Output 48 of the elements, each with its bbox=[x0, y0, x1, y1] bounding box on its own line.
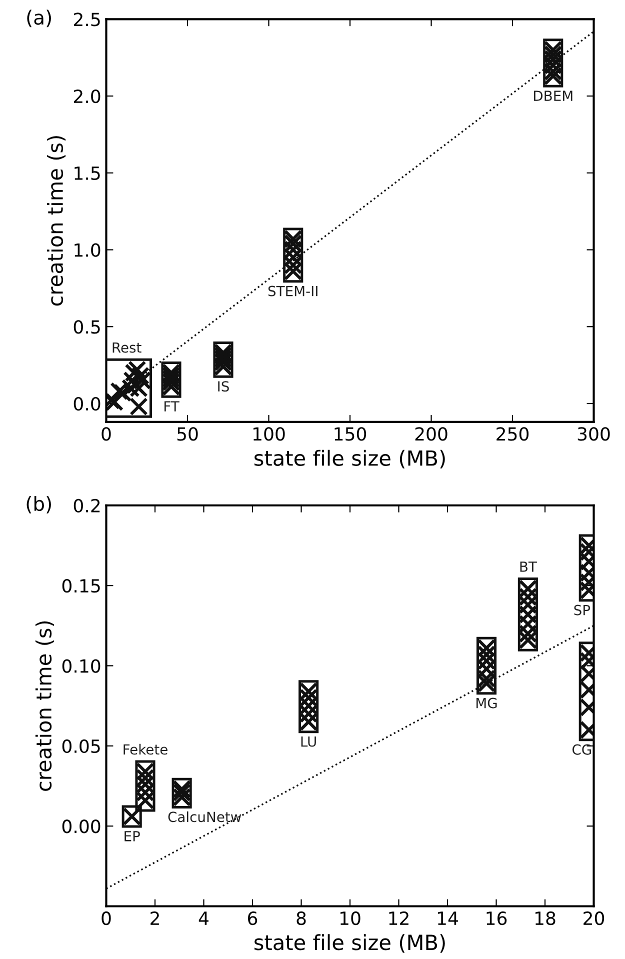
series-label: EP bbox=[124, 831, 140, 842]
series-label: Fekete bbox=[124, 744, 168, 755]
x-tick-label: 0 bbox=[102, 427, 111, 441]
x-tick-label: 0 bbox=[102, 911, 111, 926]
y-tick-label: 2.0 bbox=[74, 90, 100, 104]
y-tick-label: 2.5 bbox=[74, 12, 100, 26]
series-label: SP bbox=[574, 604, 590, 616]
series-label: BT bbox=[520, 562, 537, 572]
y-tick-label: 0.05 bbox=[62, 739, 100, 754]
x-tick-label: 12 bbox=[389, 911, 408, 925]
x-tick-label: 20 bbox=[584, 911, 604, 926]
y-tick-label: 0.5 bbox=[74, 320, 100, 334]
series-label: CG bbox=[572, 744, 592, 755]
chart-title: (a) bbox=[27, 10, 51, 28]
y-tick-label: 0.10 bbox=[62, 659, 100, 673]
y-axis-title: creation time (s) bbox=[35, 621, 54, 791]
series-label: IS bbox=[218, 381, 229, 392]
series-label: FT bbox=[164, 401, 180, 412]
x-tick-label: 8 bbox=[296, 911, 306, 926]
y-tick-label: 1.0 bbox=[74, 243, 100, 257]
series-label: STEM-II bbox=[268, 286, 318, 296]
chart-title: (b) bbox=[26, 496, 51, 514]
series-label: MG bbox=[476, 698, 497, 708]
x-tick-label: 300 bbox=[578, 427, 610, 441]
x-tick-label: 2 bbox=[150, 911, 159, 925]
y-tick-label: 0.15 bbox=[62, 579, 100, 593]
x-tick-label: 10 bbox=[340, 911, 360, 926]
x-tick-label: 50 bbox=[177, 427, 198, 441]
x-tick-label: 14 bbox=[438, 912, 458, 925]
x-axis-title: state file size (MB) bbox=[254, 450, 445, 468]
legend-label: CalcuNetw bbox=[168, 811, 242, 822]
series-label: Rest bbox=[112, 342, 142, 353]
x-tick-label: 250 bbox=[496, 427, 529, 441]
y-tick-label: 1.5 bbox=[74, 166, 100, 180]
series-label: LU bbox=[301, 736, 316, 747]
y-tick-label: 0.00 bbox=[62, 820, 100, 834]
y-axis-title: creation time (s) bbox=[46, 136, 66, 306]
x-tick-label: 200 bbox=[415, 427, 448, 441]
x-tick-label: 100 bbox=[254, 427, 285, 441]
x-tick-label: 6 bbox=[248, 911, 258, 926]
y-tick-label: 0.0 bbox=[74, 396, 100, 411]
y-tick-label: 0.2 bbox=[74, 498, 100, 513]
x-tick-label: 18 bbox=[535, 911, 556, 926]
x-tick-label: 16 bbox=[486, 911, 507, 926]
x-axis-title: state file size (MB) bbox=[254, 934, 445, 953]
x-tick-label: 4 bbox=[198, 912, 208, 925]
series-label: DBEM bbox=[534, 90, 572, 101]
x-tick-label: 150 bbox=[334, 427, 366, 441]
